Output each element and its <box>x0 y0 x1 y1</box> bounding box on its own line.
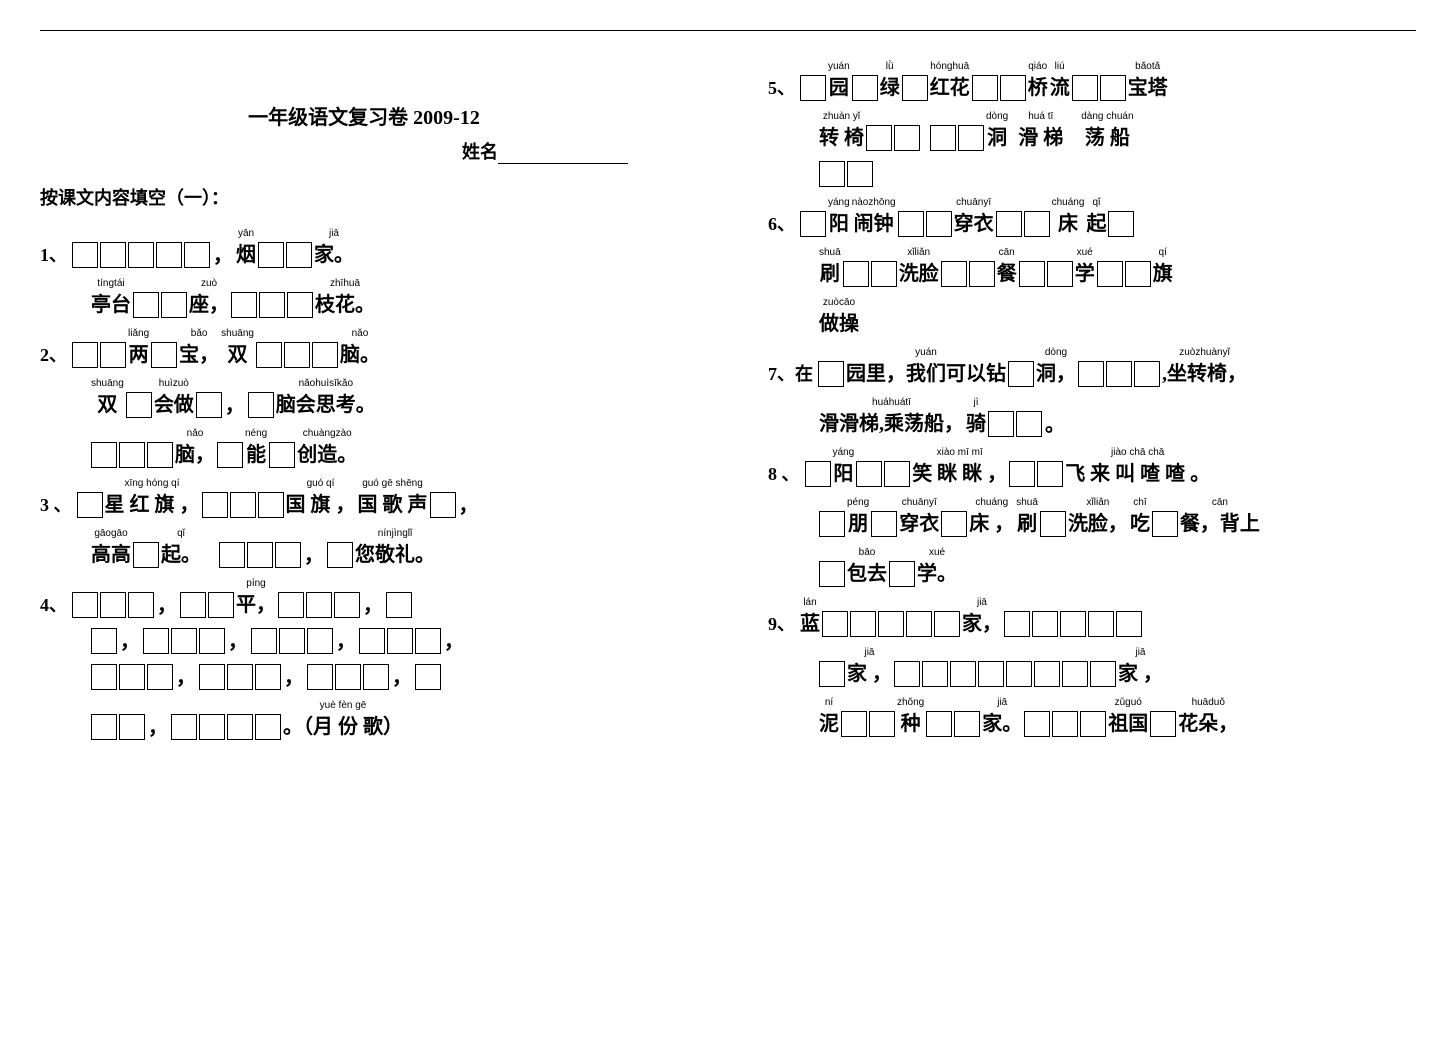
q1-row1: 1、 ， yān烟 jiā家。 <box>40 228 688 268</box>
q8-row1: 8 、 yáng阳 xiào mī mī笑 眯 眯 ， jiào chā chā… <box>768 447 1416 487</box>
q9-row1: 9、 lán蓝 jiā家， <box>768 597 1416 637</box>
q5-row1: 5、 yuán园 lǜ绿 hónghuā红花 qiáo桥 liú流 bǎotǎ宝… <box>768 61 1416 101</box>
q8-row3: bāo包去 xué学。 <box>818 547 1416 587</box>
name-label: 姓名 <box>462 142 498 162</box>
q6-num: 6、 <box>768 215 795 237</box>
left-column: 一年级语文复习卷 2009-12 姓名 按课文内容填空（一）： 1、 ， yān… <box>0 41 728 1064</box>
q2-row3: nǎo脑， néng能 chuàngzào创造。 <box>90 428 688 468</box>
q9-row3: ní泥 zhǒng种 jiā家。 zǔguó祖国 huāduǒ花朵， <box>818 697 1416 737</box>
q7-row1: 7、在 yuán园里，我们可以钻 dòng洞， zuòzhuànyǐ,坐转椅， <box>768 347 1416 387</box>
q8-row2: péng朋 chuānyī穿衣 chuáng床 ， shuā刷 xǐliǎn洗脸… <box>818 497 1416 537</box>
q4-row1: 4、 ， píng平， ， <box>40 578 688 618</box>
name-field: 姓名 <box>40 138 628 164</box>
q6-row2: shuā刷 xǐliǎn洗脸 cān餐 xué学 qí旗 <box>818 247 1416 287</box>
right-column: 5、 yuán园 lǜ绿 hónghuā红花 qiáo桥 liú流 bǎotǎ宝… <box>728 41 1456 1064</box>
q1-num: 1、 <box>40 246 67 268</box>
q6-row3: zuòcāo做操 <box>818 297 1416 337</box>
q4-row2: ， ， ， ， <box>90 628 688 654</box>
q2-row1: 2、 liǎng两 bǎo宝， shuāng双 nǎo脑。 <box>40 328 688 368</box>
q4-num: 4、 <box>40 596 67 618</box>
worksheet-page: 一年级语文复习卷 2009-12 姓名 按课文内容填空（一）： 1、 ， yān… <box>0 41 1456 1064</box>
section-heading: 按课文内容填空（一）： <box>40 184 688 210</box>
q3-num: 3 、 <box>40 496 72 518</box>
q5-row3 <box>818 161 1416 187</box>
q1-row2: tíngtái亭台 zuò座， zhīhuā枝花。 <box>90 278 688 318</box>
q7-row2: huáhuátī滑滑梯,乘荡船， jì骑 。 <box>818 397 1416 437</box>
q6-row1: 6、 yáng阳 nàozhōng闹钟 chuānyī穿衣 chuáng床 qǐ… <box>768 197 1416 237</box>
q3-row2: gāogāo高高 qǐ起。 ， nínjìnglǐ您敬礼。 <box>90 528 688 568</box>
q7-num: 7、在 <box>768 365 813 387</box>
q2-row2: shuāng双 huìzuò会做 ， nǎohuìsīkǎo脑会思考。 <box>90 378 688 418</box>
q2-num: 2、 <box>40 346 67 368</box>
q9-num: 9、 <box>768 615 795 637</box>
q3-row1: 3 、 xīng hóng qí星 红 旗 ， guó qí国 旗 ， guó … <box>40 478 688 518</box>
q8-num: 8 、 <box>768 465 800 487</box>
q5-row2: zhuàn yǐ转 椅 dòng洞 huá tī滑 梯 dàng chuán荡 … <box>818 111 1416 151</box>
q5-num: 5、 <box>768 79 795 101</box>
q4-row4: ， yuè fèn gē。（月 份 歌） <box>90 700 688 740</box>
q4-row3: ， ， ， <box>90 664 688 690</box>
q9-row2: jiā家 ， jiā家 ， <box>818 647 1416 687</box>
page-title: 一年级语文复习卷 2009-12 <box>40 101 688 130</box>
